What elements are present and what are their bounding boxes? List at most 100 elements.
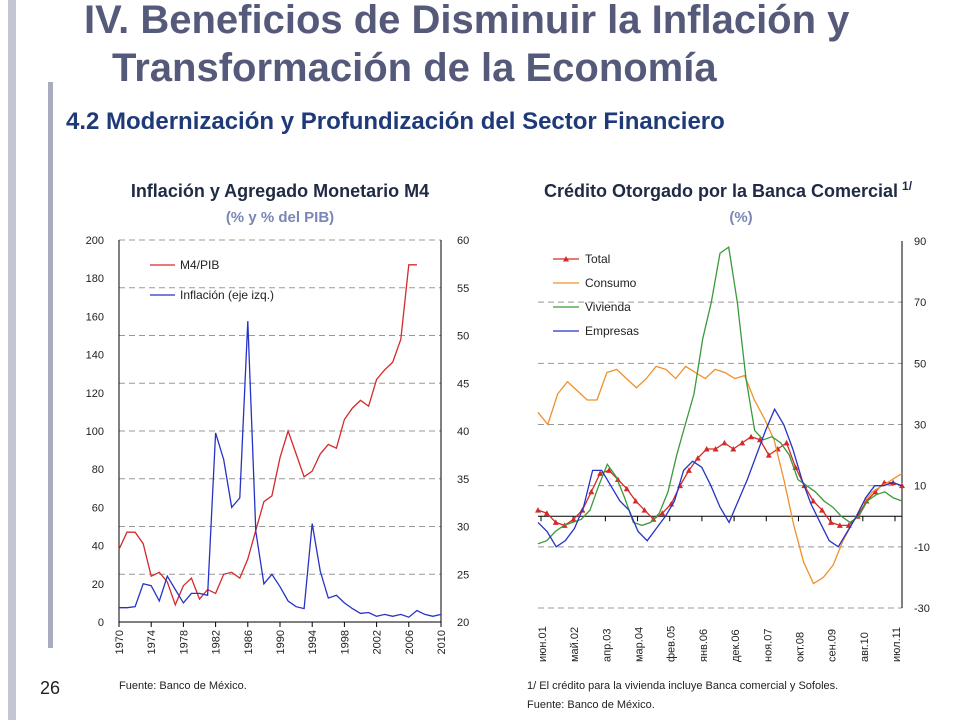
left-y-right-tick: 30 [457,522,469,534]
total-marker [827,519,834,525]
right-chart-subtitle: (%) [729,209,752,226]
left-x-tick-label: 2006 [404,630,416,654]
left-legend-label: Inflación (eje izq.) [180,288,274,302]
left-y-right-tick: 35 [457,474,469,486]
right-chart-title: Crédito Otorgado por la Banca Comercial 1… [544,179,913,201]
right-legend-marker [563,256,569,262]
left-x-tick-label: 1970 [114,630,126,654]
total-marker [659,510,666,516]
left-y-left-tick: 80 [92,464,104,476]
left-chart-source: Fuente: Banco de México. [119,680,247,692]
right-chart: 90 70 50 30 10 -10 -30 июн.01 май.02 апр.03 мар.04… [535,236,930,662]
total-marker [703,445,710,452]
left-y-left-tick: 100 [86,426,104,438]
total-marker [614,476,621,483]
left-y-left-tick: 120 [86,388,104,400]
total-marker [721,439,728,446]
left-y-left-tick: 20 [92,579,104,591]
left-x-tick-label: 2010 [436,630,448,654]
right-y-tick: -30 [914,603,930,615]
total-marker [694,455,701,461]
left-y-right-tick: 40 [457,426,469,438]
left-x-tick-label: 1994 [307,630,319,654]
total-marker [632,497,639,504]
right-y-tick: 30 [914,420,926,432]
right-x-tick-label: фев.05 [666,626,678,662]
left-y-left-tick: 180 [86,273,104,285]
right-x-tick-label: май.02 [569,627,581,662]
left-y-left-tick: 60 [92,502,104,514]
left-x-tick-label: 1982 [211,630,223,654]
right-y-tick: 90 [914,236,926,248]
left-x-tick-label: 1998 [339,630,351,654]
right-x-tick-label: окт.08 [794,632,806,662]
right-chart-footnote: 1/ El crédito para la vivienda incluye B… [527,680,838,692]
left-y-right-tick: 60 [457,235,469,247]
total-marker [641,507,648,513]
total-marker [872,488,879,495]
left-y-right-tick: 50 [457,331,469,343]
m4-pib-line [118,264,417,607]
total-marker [783,439,790,446]
left-decor-bar [8,0,16,720]
total-marker [597,470,604,476]
total-marker [685,467,692,473]
left-chart-subtitle: (% y % del PIB) [226,209,334,226]
right-legend-label: Vivienda [585,300,631,314]
right-x-tick-label: июл.11 [891,627,903,662]
left-chart: 20 25 30 35 40 45 50 55 60 0 20 40 60 80 100 120 140 160 1… [86,235,470,654]
left-chart-title: Inflación y Agregado Monetario M4 [131,181,429,201]
left-legend-label: M4/PIB [180,258,219,272]
total-marker [810,497,817,504]
total-marker [730,445,737,452]
right-y-tick: 10 [914,481,926,493]
right-chart-title-text: Crédito Otorgado por la Banca Comercial [544,181,898,201]
total-marker [543,510,550,516]
total-credit-line [537,435,903,527]
total-marker [535,507,541,513]
left-y-left-tick: 0 [98,617,104,629]
right-x-tick-label: апр.03 [601,629,613,662]
left-x-tick-label: 1986 [243,630,255,654]
right-y-tick: 70 [914,297,926,309]
right-chart-title-sup: 1/ [902,179,913,193]
right-x-tick-label: авг.10 [859,632,871,662]
empresas-line [537,407,903,548]
right-legend-label: Total [585,252,610,266]
slide-title-line2: Transformación de la Economía [112,46,717,90]
right-legend-label: Empresas [585,324,639,338]
total-marker [712,445,719,452]
slide-title-line1: IV. Beneficios de Disminuir la Inflación… [84,0,850,42]
slide-title: IV. Beneficios de Disminuir la Inflación… [84,0,849,92]
left-x-tick-label: 1978 [178,630,190,654]
total-marker [570,516,577,522]
right-x-tick-label: ноя.07 [762,629,774,662]
left-y-left-tick: 40 [92,541,104,553]
right-x-tick-label: сен.09 [827,629,839,662]
left-x-tick-label: 2002 [372,630,384,654]
left-y-right-tick: 45 [457,378,469,390]
right-x-tick-label: июн.01 [537,626,549,662]
total-marker [765,452,772,458]
right-x-tick-label: дек.06 [730,629,742,662]
right-x-tick-label: мар.04 [634,627,646,662]
left-y-left-tick: 160 [86,311,104,323]
left-y-right-tick: 20 [457,617,469,629]
right-y-tick: -10 [914,542,930,554]
right-chart-source: Fuente: Banco de México. [527,699,655,711]
total-marker [836,522,843,528]
left-y-left-tick: 200 [86,235,104,247]
right-y-tick: 50 [914,358,926,370]
left-y-left-tick: 140 [86,350,104,362]
total-marker [588,488,595,495]
vivienda-line [537,245,903,545]
total-marker [748,433,755,440]
left-x-tick-label: 1974 [146,630,158,654]
page-number: 26 [40,678,61,698]
total-marker [552,519,559,525]
right-x-tick-label: янв.06 [698,629,710,662]
slide-subtitle: 4.2 Modernización y Profundización del S… [66,108,725,135]
left-x-tick-label: 1990 [275,630,287,654]
inflation-line [119,321,442,618]
left-y-right-tick: 25 [457,569,469,581]
